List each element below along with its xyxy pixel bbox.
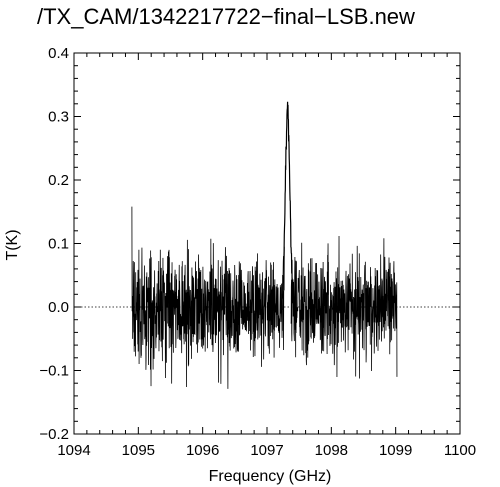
x-tick-label: 1098 xyxy=(315,442,348,459)
plot-content xyxy=(74,102,460,389)
x-tick-label: 1094 xyxy=(57,442,90,459)
x-tick-label: 1096 xyxy=(186,442,219,459)
y-tick-label: 0.0 xyxy=(48,299,69,316)
x-axis: 1094 1095 1096 1097 1098 1099 1100 xyxy=(57,53,476,459)
x-tick-label: 1099 xyxy=(379,442,412,459)
y-tick-label: 0.4 xyxy=(48,45,69,62)
spectrum-line-upper xyxy=(291,236,397,379)
x-tick-label: 1097 xyxy=(250,442,283,459)
x-tick-label: 1100 xyxy=(444,442,476,459)
y-axis: −0.2 −0.1 0.0 0.1 0.2 0.3 0.4 xyxy=(39,45,460,443)
y-tick-label: 0.2 xyxy=(48,172,69,189)
y-tick-label: 0.3 xyxy=(48,109,69,126)
y-tick-label: −0.2 xyxy=(39,426,69,443)
x-tick-label: 1095 xyxy=(122,442,155,459)
chart-title: /TX_CAM/1342217722−final−LSB.new xyxy=(37,4,415,29)
spectrum-line-lower xyxy=(132,207,284,389)
x-axis-label: Frequency (GHz) xyxy=(209,468,332,485)
y-tick-label: 0.1 xyxy=(48,236,69,253)
y-tick-label: −0.1 xyxy=(39,363,69,380)
y-axis-label: T(K) xyxy=(4,229,21,260)
